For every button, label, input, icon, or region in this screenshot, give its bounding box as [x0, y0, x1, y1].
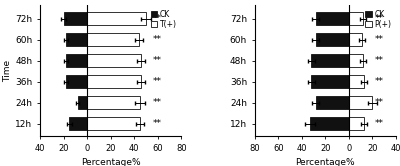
- Legend: CK, P(+): CK, P(+): [364, 9, 392, 30]
- X-axis label: Percentage%: Percentage%: [81, 158, 140, 166]
- Bar: [64, 12, 87, 25]
- Bar: [316, 96, 349, 109]
- Text: **: **: [153, 35, 162, 44]
- Bar: [349, 33, 362, 46]
- Bar: [66, 75, 87, 88]
- Bar: [87, 54, 141, 67]
- Bar: [87, 117, 140, 130]
- Text: **: **: [375, 77, 384, 86]
- Text: **: **: [375, 35, 384, 44]
- Bar: [78, 96, 87, 109]
- Text: **: **: [153, 98, 162, 107]
- Text: **: **: [153, 14, 162, 23]
- Bar: [87, 75, 141, 88]
- Bar: [87, 12, 146, 25]
- Text: **: **: [375, 56, 384, 65]
- Bar: [311, 75, 349, 88]
- Text: **: **: [375, 14, 384, 23]
- Bar: [349, 117, 364, 130]
- Bar: [310, 117, 349, 130]
- Bar: [87, 33, 139, 46]
- Bar: [349, 75, 364, 88]
- Text: **: **: [153, 56, 162, 65]
- X-axis label: Percentage%: Percentage%: [296, 158, 355, 166]
- Bar: [316, 12, 349, 25]
- Text: **: **: [153, 77, 162, 86]
- Bar: [349, 12, 363, 25]
- Bar: [311, 54, 349, 67]
- Bar: [349, 96, 372, 109]
- Text: **: **: [153, 119, 162, 128]
- Bar: [66, 33, 87, 46]
- Bar: [349, 54, 363, 67]
- Bar: [87, 96, 140, 109]
- Text: **: **: [375, 98, 384, 107]
- Text: **: **: [375, 119, 384, 128]
- Bar: [66, 54, 87, 67]
- Bar: [316, 33, 349, 46]
- Y-axis label: Time: Time: [3, 59, 12, 82]
- Bar: [70, 117, 87, 130]
- Legend: CK, T(+): CK, T(+): [150, 9, 178, 30]
